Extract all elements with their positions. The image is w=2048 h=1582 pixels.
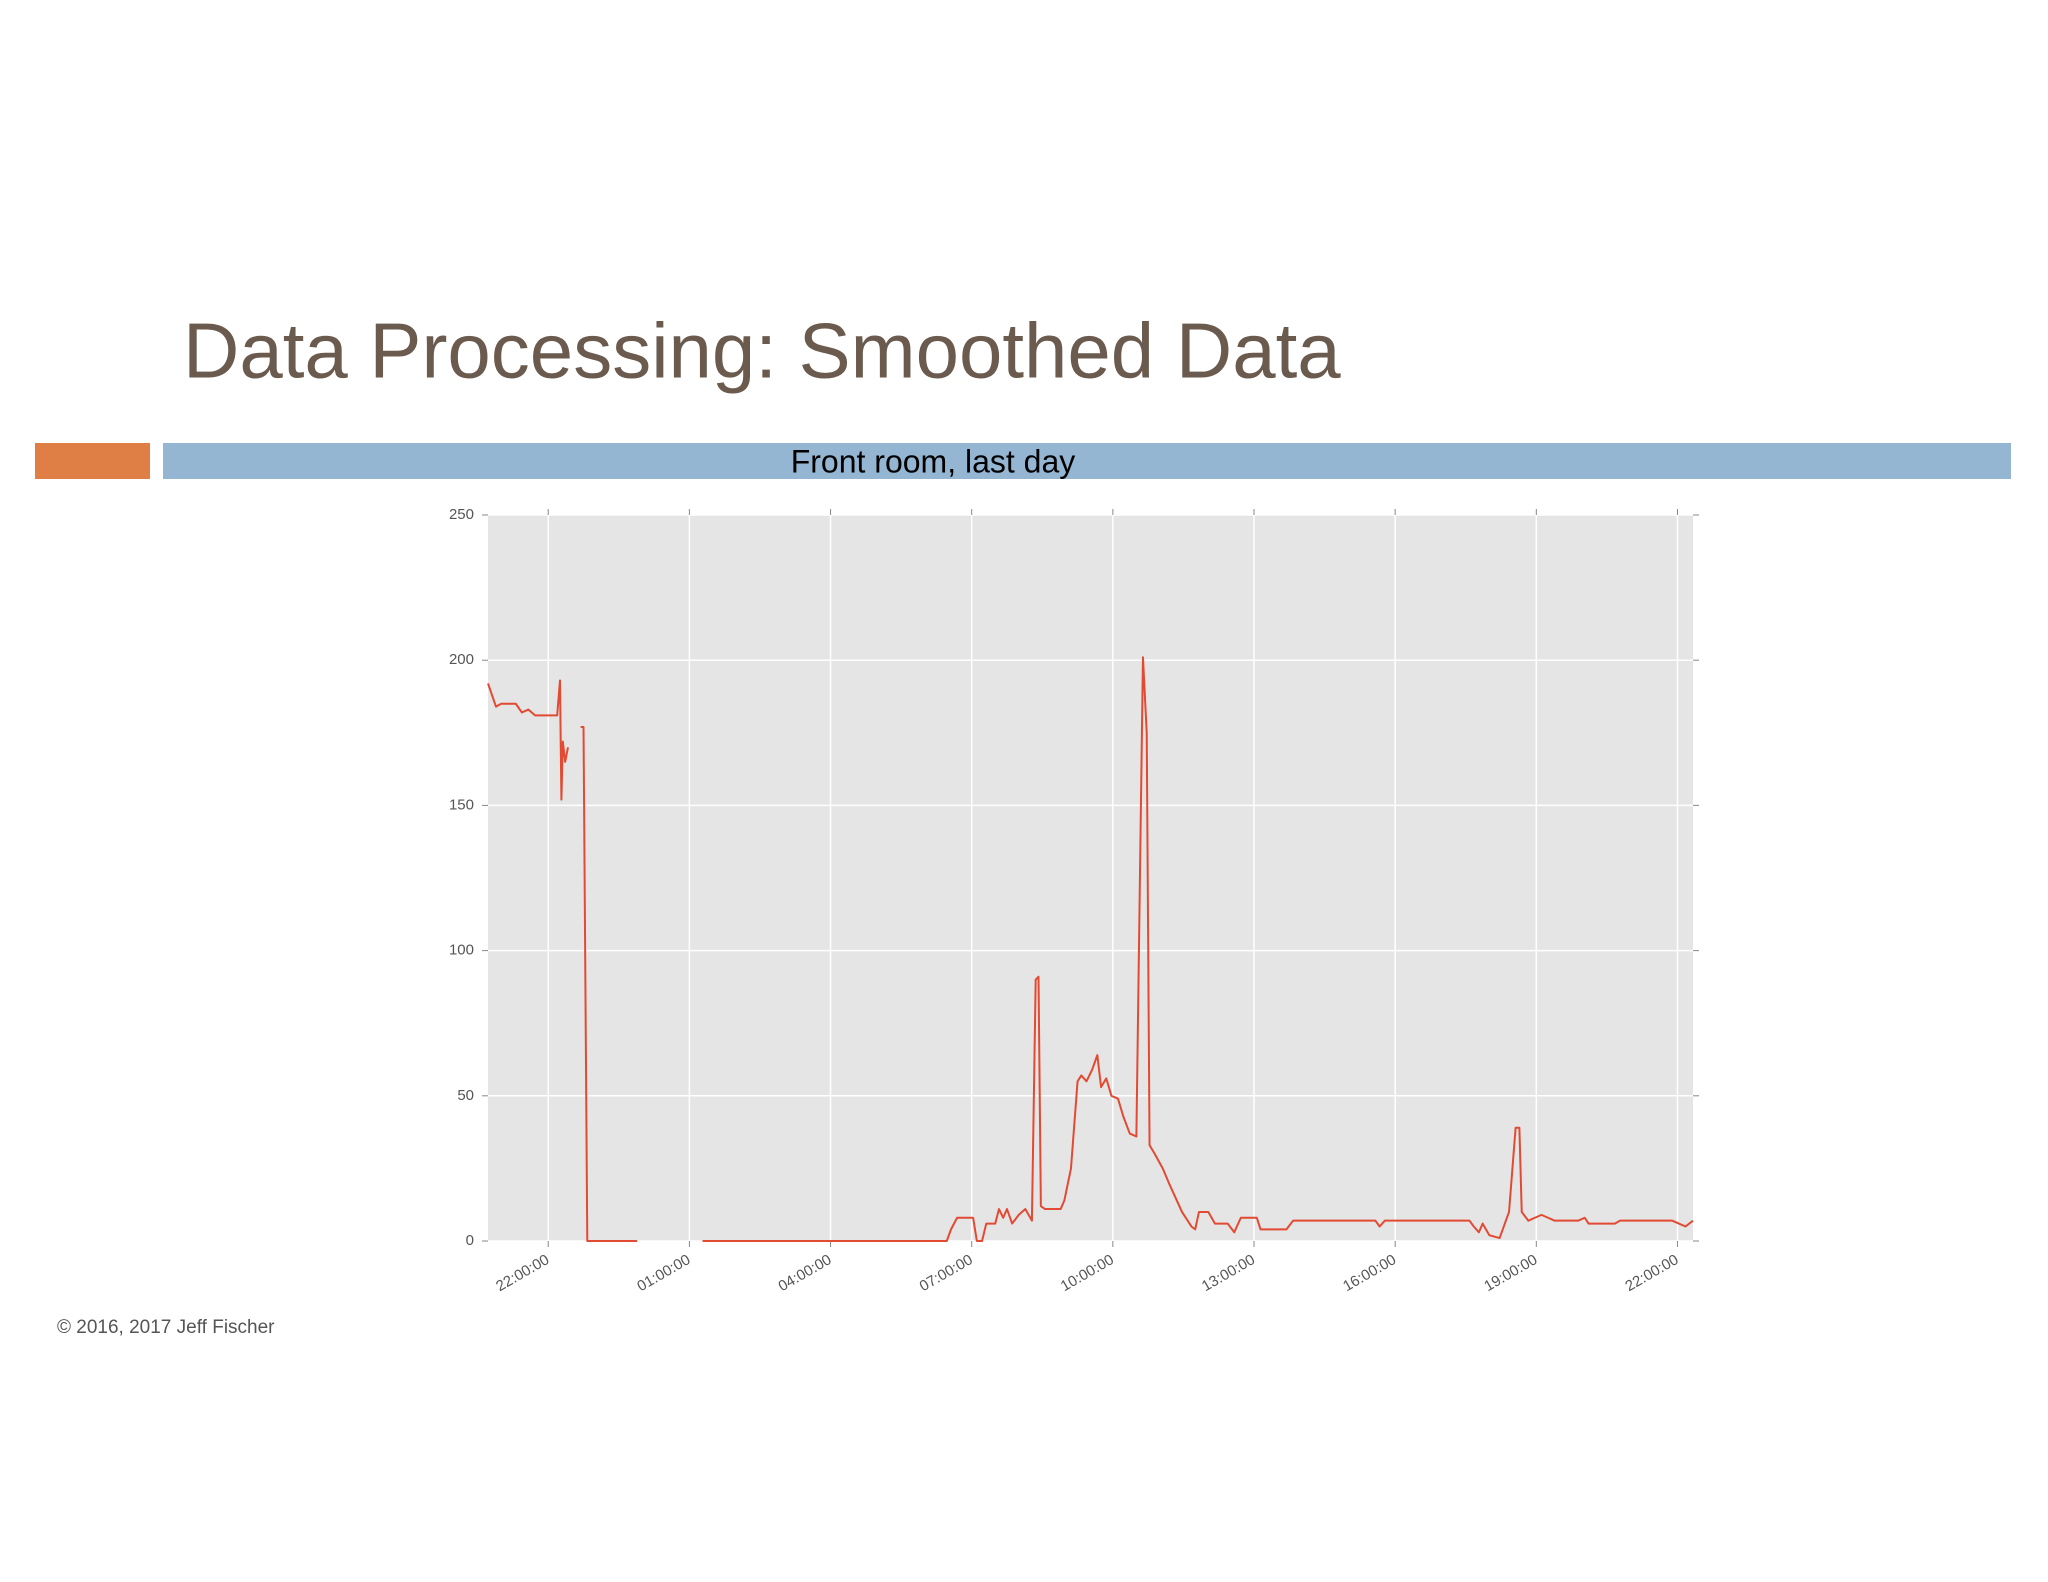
y-tick-label: 200: [449, 651, 474, 668]
x-tick-label: 13:00:00: [1199, 1251, 1258, 1295]
chart-title: Front room, last day: [791, 443, 1076, 479]
x-tick-label: 22:00:00: [493, 1251, 552, 1295]
accent-bar: [35, 443, 150, 479]
plot-area: [488, 515, 1693, 1241]
y-tick-label: 100: [449, 942, 474, 959]
x-tick-label: 10:00:00: [1058, 1251, 1117, 1295]
x-tick-label: 16:00:00: [1340, 1251, 1399, 1295]
slide-title: Data Processing: Smoothed Data: [183, 307, 1341, 395]
y-tick-label: 0: [466, 1232, 474, 1249]
x-tick-label: 19:00:00: [1481, 1251, 1540, 1295]
y-tick-label: 50: [457, 1087, 474, 1104]
x-tick-label: 04:00:00: [775, 1251, 834, 1295]
footer: © 2016, 2017 Jeff Fischer: [57, 1317, 275, 1338]
data-line: [487, 656, 1694, 1242]
x-tick-label: 22:00:00: [1622, 1251, 1681, 1295]
x-tick-label: 07:00:00: [917, 1251, 976, 1295]
title-bar: [163, 443, 2011, 479]
y-tick-label: 250: [449, 506, 474, 523]
y-tick-label: 150: [449, 796, 474, 813]
x-tick-label: 01:00:00: [634, 1251, 693, 1295]
